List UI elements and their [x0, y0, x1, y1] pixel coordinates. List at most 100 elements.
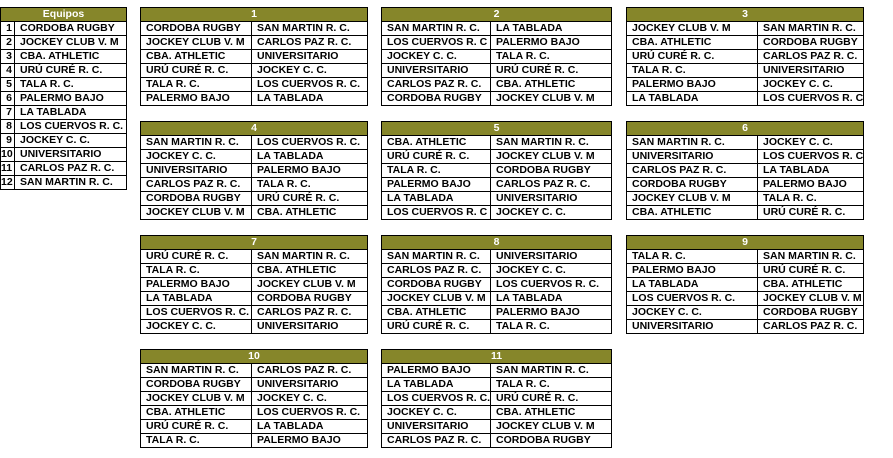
home-team: LOS CUERVOS R. C. [381, 391, 491, 406]
away-team: LOS CUERVOS R. C. [251, 405, 368, 420]
home-team: URÚ CURÉ R. C. [381, 149, 491, 164]
teams-header: Equipos [0, 7, 127, 22]
away-team: CORDOBA RUGBY [251, 291, 368, 306]
away-team: UNIVERSITARIO [757, 63, 864, 78]
home-team: LOS CUERVOS R. C [381, 35, 491, 50]
home-team: CARLOS PAZ R. C. [381, 77, 491, 92]
team-name: LA TABLADA [14, 105, 127, 120]
home-team: CARLOS PAZ R. C. [140, 177, 252, 192]
away-team: CARLOS PAZ R. C. [490, 177, 612, 192]
home-team: LOS CUERVOS R. C [381, 205, 491, 220]
home-team: JOCKEY CLUB V. M [140, 35, 252, 50]
team-number: 9 [0, 133, 15, 148]
away-team: UNIVERSITARIO [490, 191, 612, 206]
home-team: CORDOBA RUGBY [381, 91, 491, 106]
round-header: 1 [140, 7, 368, 22]
home-team: PALERMO BAJO [626, 263, 758, 278]
round-header: 9 [626, 235, 864, 250]
away-team: LOS CUERVOS R. C. [490, 277, 612, 292]
team-number: 12 [0, 175, 15, 190]
home-team: JOCKEY C. C. [140, 319, 252, 334]
home-team: CORDOBA RUGBY [140, 377, 252, 392]
away-team: SAN MARTIN R. C. [251, 249, 368, 264]
away-team: CBA. ATHLETIC [490, 405, 612, 420]
away-team: CARLOS PAZ R. C. [757, 49, 864, 64]
team-name: JOCKEY CLUB V. M [14, 35, 127, 50]
home-team: LA TABLADA [140, 291, 252, 306]
home-team: URÚ CURÉ R. C. [626, 49, 758, 64]
away-team: TALA R. C. [490, 49, 612, 64]
away-team: PALERMO BAJO [251, 163, 368, 178]
away-team: LA TABLADA [490, 291, 612, 306]
away-team: JOCKEY C. C. [490, 263, 612, 278]
away-team: CARLOS PAZ R. C. [757, 319, 864, 334]
home-team: SAN MARTIN R. C. [626, 135, 758, 150]
away-team: JOCKEY C. C. [251, 391, 368, 406]
round-header: 6 [626, 121, 864, 136]
home-team: PALERMO BAJO [381, 363, 491, 378]
home-team: SAN MARTIN R. C. [381, 249, 491, 264]
round-header: 8 [381, 235, 612, 250]
home-team: CORDOBA RUGBY [626, 177, 758, 192]
home-team: CARLOS PAZ R. C. [626, 163, 758, 178]
team-name: CBA. ATHLETIC [14, 49, 127, 64]
team-number: 11 [0, 161, 15, 176]
home-team: CBA. ATHLETIC [140, 49, 252, 64]
away-team: URÚ CURÉ R. C. [490, 63, 612, 78]
team-number: 4 [0, 63, 15, 78]
team-number: 5 [0, 77, 15, 92]
away-team: JOCKEY CLUB V. M [490, 419, 612, 434]
home-team: CORDOBA RUGBY [140, 191, 252, 206]
home-team: SAN MARTIN R. C. [140, 363, 252, 378]
home-team: LOS CUERVOS R. C. [626, 291, 758, 306]
away-team: URÚ CURÉ R. C. [757, 263, 864, 278]
home-team: PALERMO BAJO [626, 77, 758, 92]
home-team: SAN MARTIN R. C. [140, 135, 252, 150]
team-name: URÚ CURÉ R. C. [14, 63, 127, 78]
away-team: CORDOBA RUGBY [490, 433, 612, 448]
home-team: CBA. ATHLETIC [626, 205, 758, 220]
home-team: LOS CUERVOS R. C. [140, 305, 252, 320]
away-team: URÚ CURÉ R. C. [251, 191, 368, 206]
away-team: CARLOS PAZ R. C. [251, 35, 368, 50]
round-header: 7 [140, 235, 368, 250]
away-team: PALERMO BAJO [490, 305, 612, 320]
home-team: TALA R. C. [381, 163, 491, 178]
home-team: LA TABLADA [626, 91, 758, 106]
away-team: LOS CUERVOS R. C. [757, 149, 864, 164]
away-team: TALA R. C. [757, 191, 864, 206]
away-team: PALERMO BAJO [490, 35, 612, 50]
away-team: CARLOS PAZ R. C. [251, 305, 368, 320]
home-team: TALA R. C. [140, 77, 252, 92]
home-team: URÚ CURÉ R. C. [381, 319, 491, 334]
home-team: TALA R. C. [140, 263, 252, 278]
team-number: 7 [0, 105, 15, 120]
home-team: URÚ CURÉ R. C. [140, 419, 252, 434]
away-team: LA TABLADA [251, 149, 368, 164]
away-team: CARLOS PAZ R. C. [251, 363, 368, 378]
round-header: 11 [381, 349, 612, 364]
home-team: JOCKEY C. C. [381, 49, 491, 64]
round-header: 3 [626, 7, 864, 22]
home-team: URÚ CURÉ R. C. [140, 249, 252, 264]
home-team: UNIVERSITARIO [381, 63, 491, 78]
away-team: TALA R. C. [251, 177, 368, 192]
away-team: URÚ CURÉ R. C. [757, 205, 864, 220]
home-team: PALERMO BAJO [140, 277, 252, 292]
away-team: CORDOBA RUGBY [490, 163, 612, 178]
home-team: CBA. ATHLETIC [381, 305, 491, 320]
away-team: JOCKEY C. C. [490, 205, 612, 220]
away-team: JOCKEY CLUB V. M [757, 291, 864, 306]
home-team: CBA. ATHLETIC [381, 135, 491, 150]
home-team: PALERMO BAJO [140, 91, 252, 106]
home-team: JOCKEY CLUB V. M [381, 291, 491, 306]
home-team: TALA R. C. [140, 433, 252, 448]
away-team: CBA. ATHLETIC [251, 205, 368, 220]
away-team: PALERMO BAJO [757, 177, 864, 192]
team-number: 8 [0, 119, 15, 134]
away-team: JOCKEY CLUB V. M [490, 149, 612, 164]
away-team: LA TABLADA [251, 419, 368, 434]
team-number: 2 [0, 35, 15, 50]
home-team: JOCKEY CLUB V. M [626, 191, 758, 206]
